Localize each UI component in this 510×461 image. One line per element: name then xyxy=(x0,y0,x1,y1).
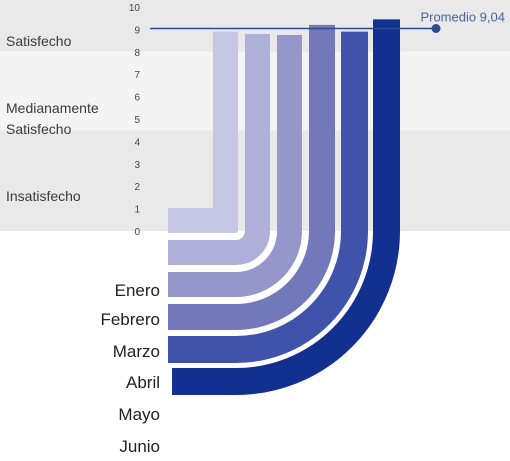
y-tick-label: 3 xyxy=(134,160,140,171)
average-label: Promedio 9,04 xyxy=(420,10,505,25)
y-tick-label: 0 xyxy=(134,227,140,238)
bars-group xyxy=(168,19,400,395)
month-label-mayo: Mayo xyxy=(118,405,160,424)
y-tick-label: 2 xyxy=(134,182,140,193)
y-tick-label: 7 xyxy=(134,70,140,81)
month-label-febrero: Febrero xyxy=(100,310,160,329)
bar-abril xyxy=(168,24,335,330)
month-labels: Enero Febrero Marzo Abril Mayo Junio xyxy=(100,281,160,456)
y-tick-label: 10 xyxy=(129,3,141,14)
y-tick-label: 6 xyxy=(134,93,140,104)
y-tick-label: 8 xyxy=(134,48,140,59)
band-label-satisfecho: Satisfecho xyxy=(6,33,72,49)
bar-enero xyxy=(168,31,239,234)
y-tick-label: 5 xyxy=(134,115,140,126)
y-axis-ticks: 0 1 2 3 4 5 6 7 8 9 10 xyxy=(129,3,141,238)
y-tick-label: 9 xyxy=(134,25,140,36)
month-label-junio: Junio xyxy=(119,437,160,456)
average-line-group: Promedio 9,04 xyxy=(150,10,505,34)
bar-marzo xyxy=(168,35,302,297)
y-tick-label: 1 xyxy=(134,205,140,216)
y-tick-label: 4 xyxy=(134,137,140,148)
average-marker xyxy=(431,24,441,34)
month-label-enero: Enero xyxy=(115,281,160,300)
bar-junio xyxy=(172,19,400,395)
band-label-insatisfecho: Insatisfecho xyxy=(6,188,81,204)
month-label-marzo: Marzo xyxy=(113,342,160,361)
bar-mayo xyxy=(168,31,368,363)
bar-febrero xyxy=(168,33,270,265)
band-label-medianamente-satisfecho: Medianamente Satisfecho xyxy=(6,100,99,137)
month-label-abril: Abril xyxy=(126,373,160,392)
